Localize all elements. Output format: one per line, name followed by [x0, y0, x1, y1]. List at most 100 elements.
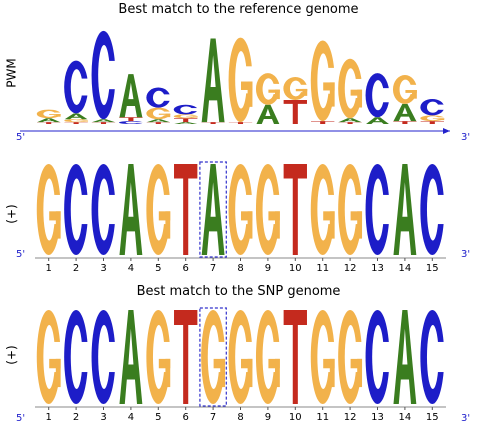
pwm-letter-G-pos5 [146, 107, 172, 120]
reference-letter-11 [310, 164, 336, 255]
snp-letter-13 [365, 310, 391, 404]
reference-letter-10 [283, 164, 307, 255]
reference-letter-12 [338, 164, 364, 255]
pwm-letter-G-pos15 [420, 115, 446, 122]
snp-tick-label: 12 [344, 412, 357, 423]
snp-letter-9 [255, 310, 282, 404]
pwm-letter-T-pos14 [393, 121, 417, 124]
pwm-letter-G-pos2 [64, 119, 90, 123]
reference-tick-label: 15 [426, 263, 439, 274]
snp-letter-15 [420, 310, 446, 404]
pwm-letter-T-pos10 [283, 100, 307, 124]
pwm-letter-A-pos6 [174, 122, 198, 124]
pwm-letter-T-pos2 [64, 122, 88, 124]
reference-title: Best match to the reference genome [118, 2, 359, 17]
pwm-letter-T-pos6 [174, 118, 198, 123]
snp-tick-label: 15 [426, 412, 439, 423]
snp-letter-10 [283, 310, 307, 404]
snp-letter-8 [228, 310, 254, 404]
pwm-letter-G-pos12 [338, 58, 364, 119]
snp-tick-label: 14 [399, 412, 412, 423]
snp-letter-5 [146, 310, 172, 404]
snp-tick-label: 9 [265, 412, 271, 423]
pwm-letter-C-pos5 [146, 87, 172, 108]
arrow-head-icon [443, 128, 450, 134]
reference-tick-label: 6 [183, 263, 189, 274]
reference-tick-label: 5 [155, 263, 161, 274]
pwm-letter-T-pos12 [338, 122, 362, 124]
pwm-letter-A-pos5 [146, 119, 170, 123]
snp-three-prime-label: 3' [461, 413, 471, 424]
reference-five-prime-label: 5' [16, 249, 26, 260]
pwm-letter-A-pos7 [201, 38, 225, 123]
snp-tick-label: 6 [183, 412, 189, 423]
pwm-letter-C-pos13 [365, 73, 391, 118]
pwm-letter-T-pos7 [201, 122, 225, 124]
pwm-letter-A-pos13 [366, 117, 389, 124]
pwm-letter-G-pos9 [255, 73, 282, 105]
snp-letter-7 [201, 310, 227, 404]
snp-tick-label: 10 [289, 412, 302, 423]
pwm-three-prime-label: 3' [461, 132, 471, 143]
pwm-letter-A-pos4 [119, 74, 143, 118]
snp-letter-2 [64, 310, 90, 404]
pwm-letter-A-pos12 [338, 118, 362, 123]
reference-tick-label: 14 [399, 263, 412, 274]
pwm-letter-G-pos14 [392, 75, 419, 104]
pwm-letter-C-pos15 [420, 99, 446, 116]
pwm-letter-A-pos9 [256, 104, 280, 124]
pwm-letter-C-pos3 [91, 30, 117, 120]
snp-tick-label: 3 [100, 412, 106, 423]
reference-tick-label: 3 [100, 263, 106, 274]
snp-letter-12 [338, 310, 364, 404]
snp-letter-6 [174, 310, 198, 404]
pwm-letter-A-pos3 [92, 119, 115, 123]
snp-tick-label: 2 [73, 412, 79, 423]
snp-letter-4 [119, 310, 143, 404]
reference-tick-label: 13 [371, 263, 384, 274]
snp-letter-3 [91, 310, 117, 404]
pwm-letter-A-pos14 [393, 103, 417, 122]
pwm-letter-G-pos1 [36, 109, 62, 119]
pwm-letter-A-pos2 [64, 113, 88, 120]
snp-tick-label: 5 [155, 412, 161, 423]
pwm-sequence-logo [20, 30, 450, 134]
reference-letter-7 [201, 164, 225, 255]
reference-letter-13 [365, 164, 391, 255]
reference-letter-15 [420, 164, 446, 255]
snp-tick-label: 13 [371, 412, 384, 423]
pwm-letter-C-pos4 [118, 121, 145, 124]
reference-letter-8 [228, 164, 254, 255]
reference-tick-label: 10 [289, 263, 302, 274]
reference-tick-label: 11 [316, 263, 329, 274]
reference-tick-label: 12 [344, 263, 357, 274]
pwm-letter-G-pos8 [228, 37, 254, 123]
pwm-letter-G-pos11 [310, 40, 336, 122]
pwm-letter-C-pos2 [64, 60, 90, 114]
snp-sequence-track: 1 2 3 4 5 6 7 8 9 10 11 12 13 14 15 [35, 307, 446, 423]
pwm-letter-T-pos15 [420, 121, 444, 124]
reference-tick-label: 4 [128, 263, 134, 274]
reference-tick-label: 1 [46, 263, 52, 274]
reference-letter-14 [393, 164, 417, 255]
pwm-letter-T-pos4 [119, 117, 143, 122]
snp-letter-11 [310, 310, 336, 404]
snp-letter-14 [393, 310, 417, 404]
reference-letter-1 [36, 164, 62, 255]
pwm-letter-T-pos8 [228, 122, 253, 124]
snp-tick-label: 8 [237, 412, 243, 423]
snp-tick-label: 1 [46, 412, 52, 423]
reference-letter-3 [91, 164, 117, 255]
reference-sequence-track: 1 2 3 4 5 6 7 8 9 10 11 12 13 14 15 [35, 161, 446, 274]
reference-letter-5 [146, 164, 172, 255]
pwm-letter-T-pos1 [37, 122, 61, 124]
reference-tick-label: 9 [265, 263, 271, 274]
pwm-letter-G-pos6 [173, 114, 199, 119]
snp-five-prime-label: 5' [16, 413, 26, 424]
reference-tick-label: 7 [210, 263, 216, 274]
reference-letter-2 [64, 164, 90, 255]
pwm-letter-T-pos11 [311, 121, 335, 124]
pwm-letter-C-pos6 [173, 104, 199, 115]
pwm-five-prime-label: 5' [16, 132, 26, 143]
snp-snp-highlight-box [199, 307, 227, 407]
